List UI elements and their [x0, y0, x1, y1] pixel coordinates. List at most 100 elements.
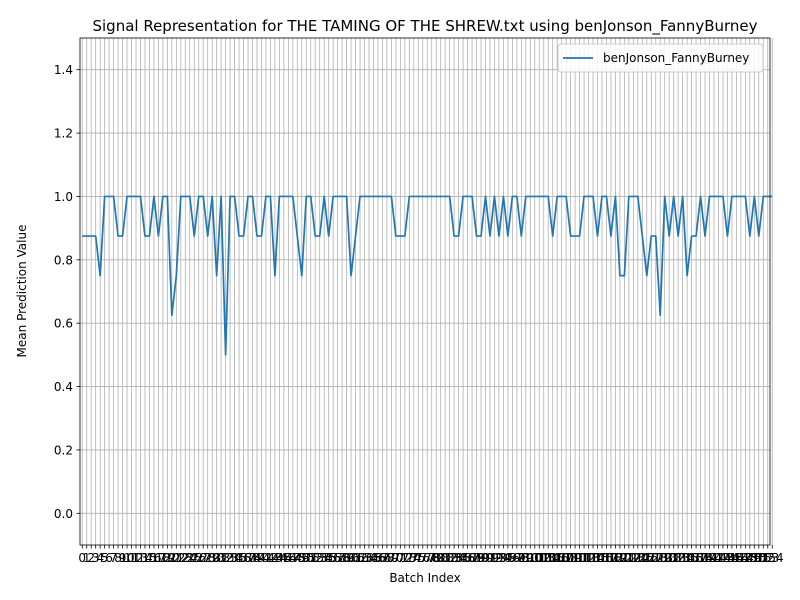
x-tick-label: 80	[433, 551, 448, 565]
x-tick-label: 57	[330, 551, 345, 565]
x-tick-label: 39	[249, 551, 264, 565]
x-tick-label: 135	[676, 551, 699, 565]
y-tick-label: 1.0	[54, 190, 73, 204]
x-tick-label: 69	[384, 551, 399, 565]
x-tick-label: 19	[160, 551, 175, 565]
x-tick-label: 75	[411, 551, 426, 565]
x-tick-label: 54	[317, 551, 332, 565]
x-tick-label: 125	[631, 551, 654, 565]
x-tick-label: 36	[236, 551, 251, 565]
x-tick-label: 102	[528, 551, 551, 565]
x-tick-label: 99	[518, 551, 533, 565]
x-tick-label: 92	[487, 551, 502, 565]
x-tick-label: 111	[568, 551, 591, 565]
x-tick-label: 97	[509, 551, 524, 565]
x-tick-label: 130	[653, 551, 676, 565]
x-tick-label: 40	[254, 551, 269, 565]
x-axis-ticks: 0123456789101112131415161718192021222324…	[78, 545, 784, 565]
x-tick-label: 114	[582, 551, 605, 565]
x-tick-label: 107	[550, 551, 573, 565]
x-tick-label: 64	[361, 551, 376, 565]
x-tick-label: 61	[348, 551, 363, 565]
x-tick-label: 110	[564, 551, 587, 565]
x-tick-label: 126	[635, 551, 658, 565]
x-tick-label: 82	[442, 551, 457, 565]
x-tick-label: 123	[622, 551, 645, 565]
x-tick-label: 38	[245, 551, 260, 565]
x-tick-label: 113	[577, 551, 600, 565]
x-tick-label: 142	[707, 551, 730, 565]
x-tick-label: 109	[559, 551, 582, 565]
x-tick-label: 119	[604, 551, 627, 565]
x-tick-label: 112	[573, 551, 596, 565]
x-tick-label: 121	[613, 551, 636, 565]
x-tick-label: 118	[599, 551, 622, 565]
x-tick-label: 131	[658, 551, 681, 565]
x-tick-label: 28	[200, 551, 215, 565]
x-tick-label: 50	[299, 551, 314, 565]
x-tick-label: 124	[626, 551, 649, 565]
y-axis-label: Mean Prediction Value	[15, 225, 29, 358]
x-tick-label: 8	[114, 551, 122, 565]
x-tick-label: 66	[370, 551, 385, 565]
x-tick-label: 149	[738, 551, 761, 565]
x-tick-label: 21	[169, 551, 184, 565]
x-tick-label: 70	[388, 551, 403, 565]
x-tick-label: 24	[182, 551, 197, 565]
legend-label: benJonson_FannyBurney	[603, 51, 749, 65]
x-tick-label: 15	[142, 551, 157, 565]
x-tick-label: 96	[505, 551, 520, 565]
x-tick-label: 59	[339, 551, 354, 565]
x-tick-label: 93	[491, 551, 506, 565]
x-tick-label: 68	[379, 551, 394, 565]
x-tick-label: 37	[240, 551, 255, 565]
x-tick-label: 145	[720, 551, 743, 565]
x-tick-label: 139	[694, 551, 717, 565]
x-tick-label: 26	[191, 551, 206, 565]
x-tick-label: 154	[761, 551, 784, 565]
y-tick-label: 0.0	[54, 507, 73, 521]
x-tick-label: 79	[429, 551, 444, 565]
x-tick-label: 108	[555, 551, 578, 565]
x-tick-label: 152	[752, 551, 775, 565]
plot-frame	[79, 37, 771, 546]
x-tick-label: 117	[595, 551, 618, 565]
y-gridlines	[80, 69, 770, 514]
x-tick-label: 81	[438, 551, 453, 565]
x-tick-label: 115	[586, 551, 609, 565]
x-tick-label: 120	[608, 551, 631, 565]
x-tick-label: 140	[698, 551, 721, 565]
x-tick-label: 116	[591, 551, 614, 565]
x-tick-label: 3	[92, 551, 100, 565]
x-tick-label: 42	[263, 551, 278, 565]
series-line	[82, 195, 773, 356]
x-tick-label: 47	[285, 551, 300, 565]
x-tick-label: 98	[514, 551, 529, 565]
y-tick-label: 0.2	[54, 443, 73, 457]
y-tick-label: 0.4	[54, 380, 73, 394]
x-tick-label: 14	[137, 551, 152, 565]
x-tick-label: 90	[478, 551, 493, 565]
x-tick-label: 58	[334, 551, 349, 565]
x-tick-label: 51	[303, 551, 318, 565]
x-tick-label: 144	[716, 551, 739, 565]
x-tick-label: 122	[617, 551, 640, 565]
x-tick-label: 16	[146, 551, 161, 565]
x-tick-label: 1	[83, 551, 91, 565]
x-tick-label: 127	[640, 551, 663, 565]
x-tick-label: 87	[464, 551, 479, 565]
x-tick-label: 147	[729, 551, 752, 565]
x-tick-label: 9	[119, 551, 127, 565]
x-tick-label: 73	[402, 551, 417, 565]
x-tick-label: 29	[205, 551, 220, 565]
x-tick-label: 141	[703, 551, 726, 565]
x-tick-label: 83	[446, 551, 461, 565]
x-tick-label: 5	[101, 551, 109, 565]
x-tick-label: 65	[366, 551, 381, 565]
x-tick-label: 74	[406, 551, 421, 565]
x-tick-label: 62	[352, 551, 367, 565]
x-tick-label: 146	[725, 551, 748, 565]
x-tick-label: 60	[343, 551, 358, 565]
x-tick-label: 52	[308, 551, 323, 565]
